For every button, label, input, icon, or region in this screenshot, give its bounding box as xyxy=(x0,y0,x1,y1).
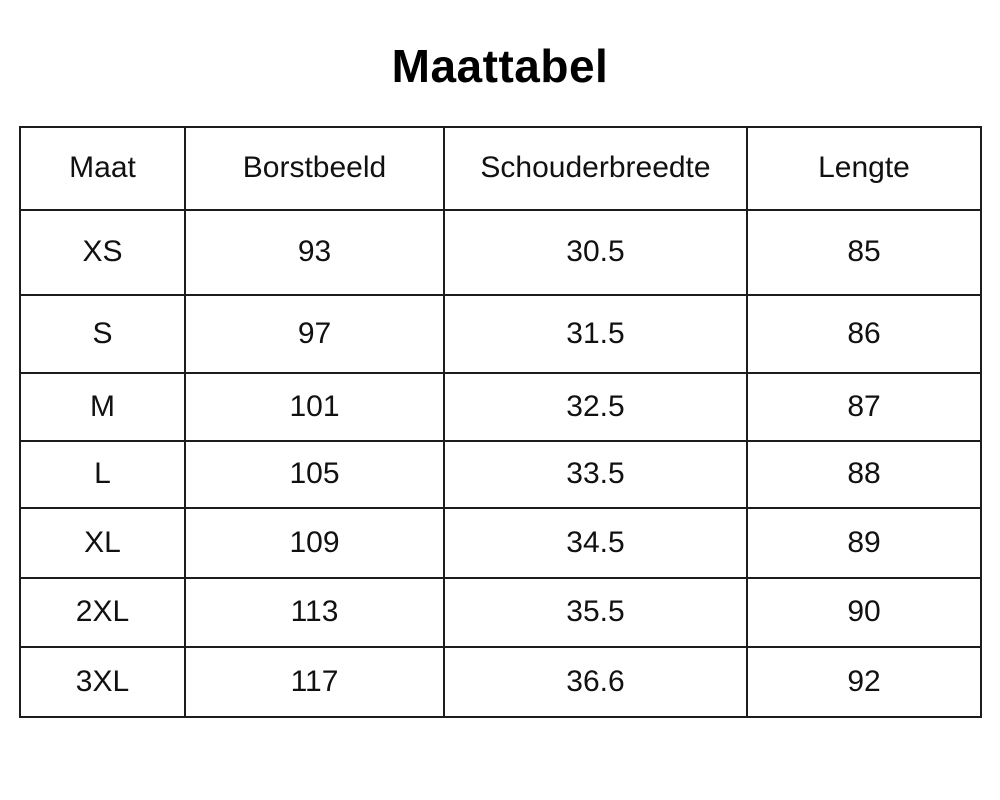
cell-chest: 113 xyxy=(184,576,445,648)
cell-length: 88 xyxy=(746,439,982,509)
column-header-maat: Maat xyxy=(19,125,186,211)
cell-size: XS xyxy=(19,208,186,296)
cell-shoulder: 30.5 xyxy=(443,208,748,296)
cell-length: 85 xyxy=(746,208,982,296)
cell-shoulder: 31.5 xyxy=(443,293,748,374)
cell-chest: 117 xyxy=(184,645,445,718)
table-row-2xl: 2XL 113 35.5 90 xyxy=(19,576,982,648)
cell-size: 3XL xyxy=(19,645,186,718)
cell-chest: 105 xyxy=(184,439,445,509)
cell-chest: 93 xyxy=(184,208,445,296)
cell-length: 86 xyxy=(746,293,982,374)
cell-size: M xyxy=(19,371,186,442)
table-row-xs: XS 93 30.5 85 xyxy=(19,208,982,296)
cell-shoulder: 32.5 xyxy=(443,371,748,442)
table-row-s: S 97 31.5 86 xyxy=(19,293,982,374)
cell-shoulder: 36.6 xyxy=(443,645,748,718)
column-header-lengte: Lengte xyxy=(746,125,982,211)
cell-size: L xyxy=(19,439,186,509)
table-header-row: Maat Borstbeeld Schouderbreedte Lengte xyxy=(19,125,982,211)
cell-length: 92 xyxy=(746,645,982,718)
cell-size: 2XL xyxy=(19,576,186,648)
table-row-xl: XL 109 34.5 89 xyxy=(19,506,982,579)
cell-size: XL xyxy=(19,506,186,579)
table-row-m: M 101 32.5 87 xyxy=(19,371,982,442)
cell-chest: 97 xyxy=(184,293,445,374)
page-title: Maattabel xyxy=(391,40,609,92)
cell-size: S xyxy=(19,293,186,374)
cell-chest: 101 xyxy=(184,371,445,442)
cell-length: 89 xyxy=(746,506,982,579)
cell-shoulder: 35.5 xyxy=(443,576,748,648)
cell-shoulder: 34.5 xyxy=(443,506,748,579)
cell-chest: 109 xyxy=(184,506,445,579)
size-table: Maat Borstbeeld Schouderbreedte Lengte X… xyxy=(19,125,982,718)
table-row-3xl: 3XL 117 36.6 92 xyxy=(19,645,982,718)
cell-length: 87 xyxy=(746,371,982,442)
column-header-borstbeeld: Borstbeeld xyxy=(184,125,445,211)
cell-length: 90 xyxy=(746,576,982,648)
column-header-schouderbreedte: Schouderbreedte xyxy=(443,125,748,211)
cell-shoulder: 33.5 xyxy=(443,439,748,509)
table-row-l: L 105 33.5 88 xyxy=(19,439,982,509)
